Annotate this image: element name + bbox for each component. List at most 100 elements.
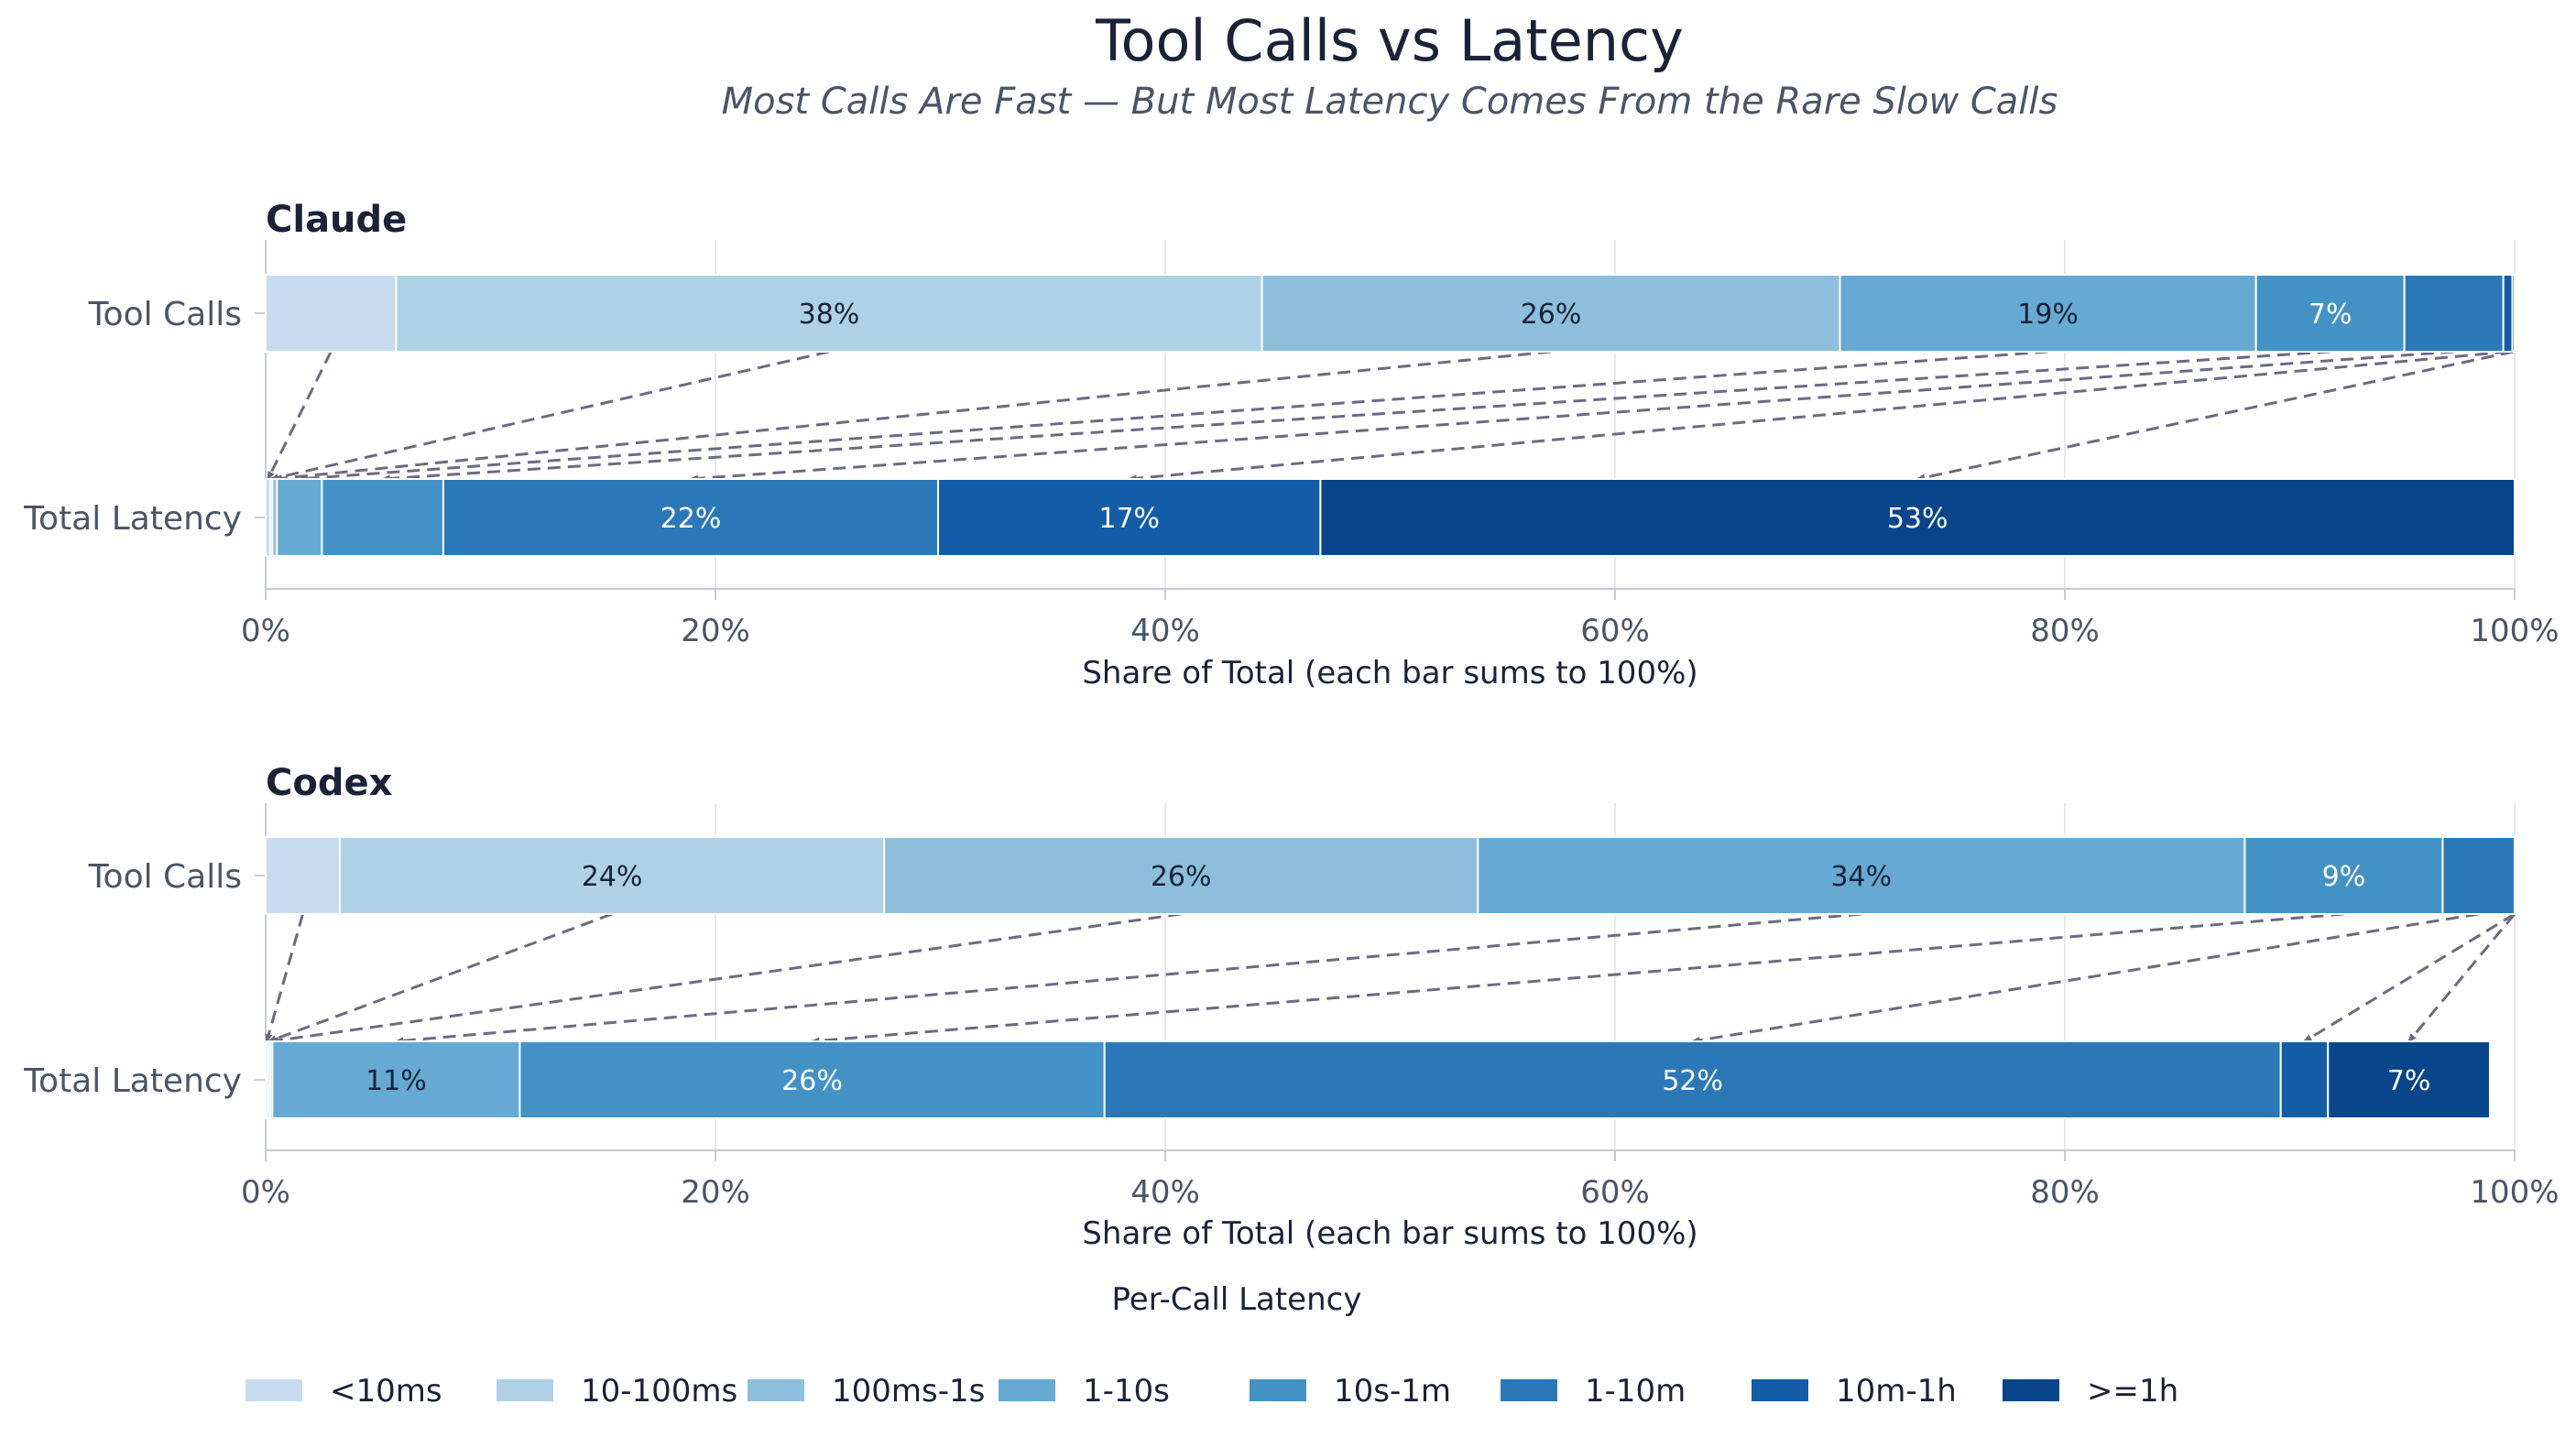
bar-segment xyxy=(442,478,940,557)
flow-arrow xyxy=(297,350,2048,483)
flow-arrow xyxy=(269,350,830,482)
chart-title: Tool Calls vs Latency xyxy=(1095,7,1684,74)
y-tick-label: Tool Calls xyxy=(88,858,242,896)
bar-segment xyxy=(2327,1040,2491,1119)
flow-arrow xyxy=(2302,912,2516,1043)
x-tick-label: 0% xyxy=(241,613,290,649)
bar-segment xyxy=(2403,274,2505,353)
x-tick-label: 60% xyxy=(1580,1174,1650,1211)
bar-segment xyxy=(2243,836,2444,915)
panel-claude: Claude Tool Calls Total Latency 0% 20% 40% 60%… xyxy=(23,199,2559,691)
data-label: 26% xyxy=(1521,299,1582,331)
legend-swatch xyxy=(1752,1379,1808,1401)
bar-segment xyxy=(2511,274,2516,353)
bar-segment xyxy=(271,1040,521,1119)
bar-segment xyxy=(883,836,1479,915)
flow-arrows xyxy=(265,912,2516,1045)
data-label: 34% xyxy=(1830,861,1892,893)
x-axis-label: Share of Total (each bar sums to 100%) xyxy=(1082,655,1697,691)
x-tick-label: 100% xyxy=(2470,613,2559,649)
flow-arrow xyxy=(267,912,613,1043)
x-axis-label: Share of Total (each bar sums to 100%) xyxy=(1082,1215,1697,1252)
x-tick-label: 0% xyxy=(241,1174,290,1211)
bar-segment xyxy=(937,478,1322,557)
legend-label: >=1h xyxy=(2087,1373,2178,1410)
legend-label: 10m-1h xyxy=(1836,1373,1957,1410)
legend-swatch xyxy=(497,1379,553,1401)
panel-title: Codex xyxy=(266,762,393,804)
legend-label: 10-100ms xyxy=(581,1373,737,1410)
flow-arrow xyxy=(1127,350,2508,483)
data-label: 38% xyxy=(799,299,860,331)
legend-label: 100ms-1s xyxy=(832,1373,985,1410)
legend: Per-Call Latency <10ms 10-100ms 100ms-1s 1-… xyxy=(246,1281,2178,1410)
y-tick-label: Tool Calls xyxy=(88,296,242,333)
flow-arrow xyxy=(267,351,333,481)
chart-subtitle: Most Calls Are Fast — But Most Latency C… xyxy=(722,81,2058,123)
legend-swatch xyxy=(1501,1379,1557,1401)
bar-segment xyxy=(1477,836,2246,915)
bar-segment xyxy=(276,478,323,557)
data-label: 53% xyxy=(1887,503,1948,535)
legend-swatch xyxy=(2003,1379,2059,1401)
flow-arrow xyxy=(2407,913,2516,1043)
bar-segment xyxy=(2254,274,2406,353)
data-label: 26% xyxy=(781,1065,843,1097)
x-tick-label: 20% xyxy=(681,1174,750,1211)
legend-swatch xyxy=(246,1379,302,1401)
bar-segment xyxy=(265,274,398,353)
bar-segment xyxy=(2502,274,2514,353)
legend-items: <10ms 10-100ms 100ms-1s 1-10s 10s-1m 1-10m 10m… xyxy=(246,1373,2178,1410)
panel-title: Claude xyxy=(266,199,407,241)
x-tick-label: 60% xyxy=(1580,613,1650,649)
x-tick-label: 80% xyxy=(2030,1174,2100,1211)
chart-panels: Claude Tool Calls Total Latency 0% 20% 40% 60%… xyxy=(23,199,2559,1252)
bar-segment xyxy=(1261,274,1841,353)
flow-arrows xyxy=(267,350,2515,483)
legend-label: 1-10m xyxy=(1585,1373,1686,1410)
panel-codex: Codex Tool Calls Total Latency 0% 20% 40% 60% 8… xyxy=(23,762,2559,1252)
flow-arrow xyxy=(272,350,1552,483)
data-label: 19% xyxy=(2017,299,2079,331)
legend-title: Per-Call Latency xyxy=(1112,1281,1362,1318)
flow-arrow xyxy=(265,913,304,1043)
data-label: 26% xyxy=(1151,861,1212,893)
legend-label: <10ms xyxy=(330,1373,442,1410)
bar-segment xyxy=(1839,274,2257,353)
legend-swatch xyxy=(999,1379,1055,1401)
data-label: 11% xyxy=(366,1065,427,1097)
flow-arrow xyxy=(380,350,2330,483)
data-label: 9% xyxy=(2322,861,2366,893)
data-label: 24% xyxy=(582,861,643,893)
flow-arrow xyxy=(689,350,2454,483)
data-label: 22% xyxy=(660,503,722,535)
x-tick-label: 80% xyxy=(2030,613,2100,649)
flow-arrow xyxy=(1690,912,2479,1044)
bar-segment xyxy=(1319,478,2516,557)
flow-arrow xyxy=(394,912,1861,1045)
bar-segment xyxy=(518,1040,1106,1119)
legend-swatch xyxy=(748,1379,804,1401)
data-label: 17% xyxy=(1098,503,1160,535)
data-label: 52% xyxy=(1662,1065,1723,1097)
data-label: 7% xyxy=(2309,299,2352,331)
bar-segment xyxy=(339,836,886,915)
x-tick-label: 40% xyxy=(1130,613,1200,649)
x-tick-label: 20% xyxy=(681,613,750,649)
y-tick-label: Total Latency xyxy=(23,1062,242,1100)
y-tick-label: Total Latency xyxy=(23,500,242,538)
legend-label: 1-10s xyxy=(1083,1373,1170,1410)
flow-arrow xyxy=(1916,350,2515,482)
flow-arrow xyxy=(810,912,2344,1045)
data-label: 7% xyxy=(2387,1065,2431,1097)
bar-segment xyxy=(1103,1040,2282,1119)
bar-segment xyxy=(2441,836,2516,915)
bar-segment xyxy=(265,836,342,915)
bar-segment xyxy=(395,274,1263,353)
bar-segment xyxy=(321,478,444,557)
x-tick-label: 100% xyxy=(2470,1174,2559,1211)
flow-arrow xyxy=(269,912,1182,1044)
legend-label: 10s-1m xyxy=(1334,1373,1451,1410)
x-tick-label: 40% xyxy=(1130,1174,1200,1211)
